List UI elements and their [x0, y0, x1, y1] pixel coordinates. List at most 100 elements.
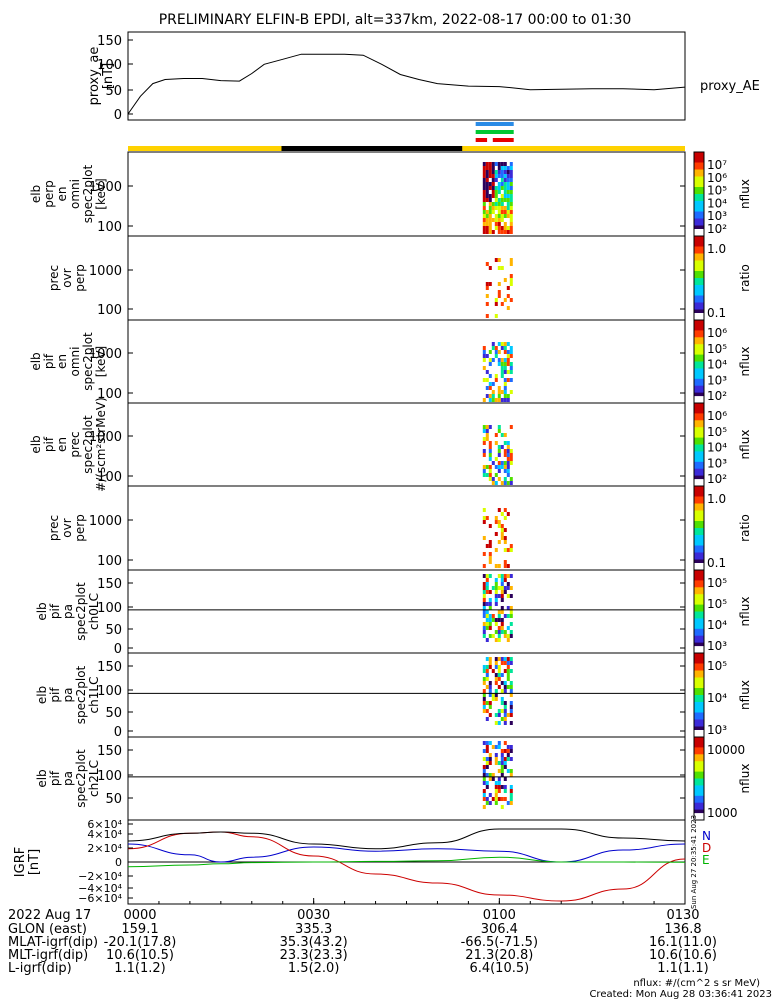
colorbar-cell — [694, 510, 704, 515]
colorbar-cell — [694, 737, 704, 741]
colorbar-cell — [694, 639, 704, 644]
spectrogram-pixel — [485, 386, 489, 390]
spectrogram-pixel — [485, 433, 489, 437]
spectrogram-pixel — [488, 661, 492, 665]
spectrogram-pixel — [488, 186, 492, 190]
spectrogram-pixel — [503, 278, 507, 282]
spectrogram-pixel — [506, 170, 510, 174]
spectrogram-pixel — [488, 473, 492, 477]
panel-ylabel-line: spec2plot — [74, 749, 88, 808]
spectrogram-pixel — [506, 441, 510, 445]
colorbar-cell — [694, 416, 704, 421]
panel-ylabel-line: elb — [35, 769, 49, 787]
colorbar-tick-label: 10⁷ — [707, 158, 727, 172]
panel-ylabel-line: pif — [42, 436, 56, 452]
colorbar-cell — [694, 229, 704, 233]
igrf-tick-label: −2×10⁴ — [78, 870, 122, 883]
spectrogram-pixel — [500, 445, 504, 449]
axis-cell-l: 1.1(1.2) — [114, 961, 166, 976]
spectrogram-pixel — [506, 582, 510, 586]
spectrogram-pixel — [485, 657, 489, 661]
spectrogram-pixel — [509, 713, 513, 717]
colorbar-cell — [694, 409, 704, 414]
spectrogram-pixel — [488, 214, 492, 218]
colorbar-cell — [694, 434, 704, 439]
spectrogram-pixel — [506, 358, 510, 362]
colorbar-cell — [694, 635, 704, 640]
colorbar-cell — [694, 628, 704, 633]
spectrogram-pixel — [509, 202, 513, 206]
spectrogram-pixel — [488, 801, 492, 805]
spectrogram-pixel — [494, 398, 498, 402]
spectrogram-pixel — [482, 354, 486, 358]
spectrogram-pixel — [497, 465, 501, 469]
ae-frame — [127, 31, 686, 121]
spectrogram-pixel — [503, 709, 507, 713]
spectrogram-pixel — [488, 350, 492, 354]
colorbar-cell — [694, 642, 704, 647]
igrf-legend-D: D — [702, 841, 711, 855]
colorbar-tick-label: 10⁵ — [707, 342, 727, 356]
spectrogram-pixel — [488, 457, 492, 461]
spectrogram-pixel — [503, 162, 507, 166]
panel-tick-label: 150 — [97, 744, 122, 759]
colorbar-cell — [694, 542, 704, 546]
spectrogram-pixel — [509, 661, 513, 665]
spectrogram-pixel — [491, 202, 495, 206]
spectrogram-pixel — [509, 574, 513, 578]
spectrogram-pixel — [482, 693, 486, 697]
colorbar-tick-label: 10000 — [707, 743, 745, 757]
spectrogram-pixel — [488, 477, 492, 481]
spectrogram-pixel — [494, 174, 498, 178]
spectrogram-pixel — [503, 761, 507, 765]
spectrogram-pixel — [488, 685, 492, 689]
spectrogram-pixel — [497, 638, 501, 642]
colorbar-frame — [693, 736, 705, 821]
colorbar-cell — [694, 166, 704, 170]
colorbar-cell — [694, 719, 704, 724]
spectrogram-pixel — [491, 186, 495, 190]
colorbar-ratio2: 1.0 0.1 ratio — [693, 485, 752, 571]
axis-cell-time: 0100 — [483, 908, 516, 923]
spectrogram-pixel — [497, 741, 501, 745]
colorbar-cell — [694, 761, 704, 766]
spectrogram-pixel — [500, 657, 504, 661]
spectrogram-pixel — [497, 630, 501, 634]
colorbar-cell — [694, 260, 704, 265]
spectrogram-pixel — [509, 586, 513, 590]
spectrogram-pixel — [509, 745, 513, 749]
spectrogram-pixel — [485, 665, 489, 669]
spectrogram-pixel — [485, 638, 489, 642]
spectrogram-pixel — [485, 757, 489, 761]
spectrogram-pixel — [503, 669, 507, 673]
axis-cell-mlat: 35.3(43.2) — [280, 935, 348, 950]
spectrogram-pixel — [500, 582, 504, 586]
spectrogram-pixel — [485, 669, 489, 673]
panel-pa0: 150 100 50 0 elb pif pa spec2plot ch0LC — [35, 569, 686, 657]
spectrogram-pixel — [500, 370, 504, 374]
spectrogram-pixel — [482, 606, 486, 610]
spectrogram-pixel — [488, 445, 492, 449]
spectrogram-pixel — [506, 306, 510, 310]
igrf-ylabel: IGRF [nT] — [13, 847, 42, 877]
spectrogram-pixel — [500, 362, 504, 366]
spectrogram-pixel — [497, 398, 501, 402]
colorbar-tick-label: 10⁵ — [707, 597, 727, 611]
colorbar-cell — [694, 180, 704, 184]
panel-ylabel: elb pif pa spec2plot ch0LC — [35, 582, 101, 641]
spectrogram-pixel — [500, 578, 504, 582]
colorbar-cell — [694, 583, 704, 588]
panel-ylabel-line: [keV] — [94, 346, 108, 377]
colorbar-cell — [694, 441, 704, 445]
spectrogram-pixel — [485, 473, 489, 477]
colorbar-cell — [694, 361, 704, 366]
spectrogram-pixel — [485, 314, 489, 318]
colorbar-cell — [694, 215, 704, 219]
colorbar-cell — [694, 757, 704, 762]
spectrogram-pixel — [494, 346, 498, 350]
spectrogram-pixel — [509, 350, 513, 354]
spectrogram-pixel — [500, 697, 504, 701]
spectrogram-pixel — [500, 358, 504, 362]
